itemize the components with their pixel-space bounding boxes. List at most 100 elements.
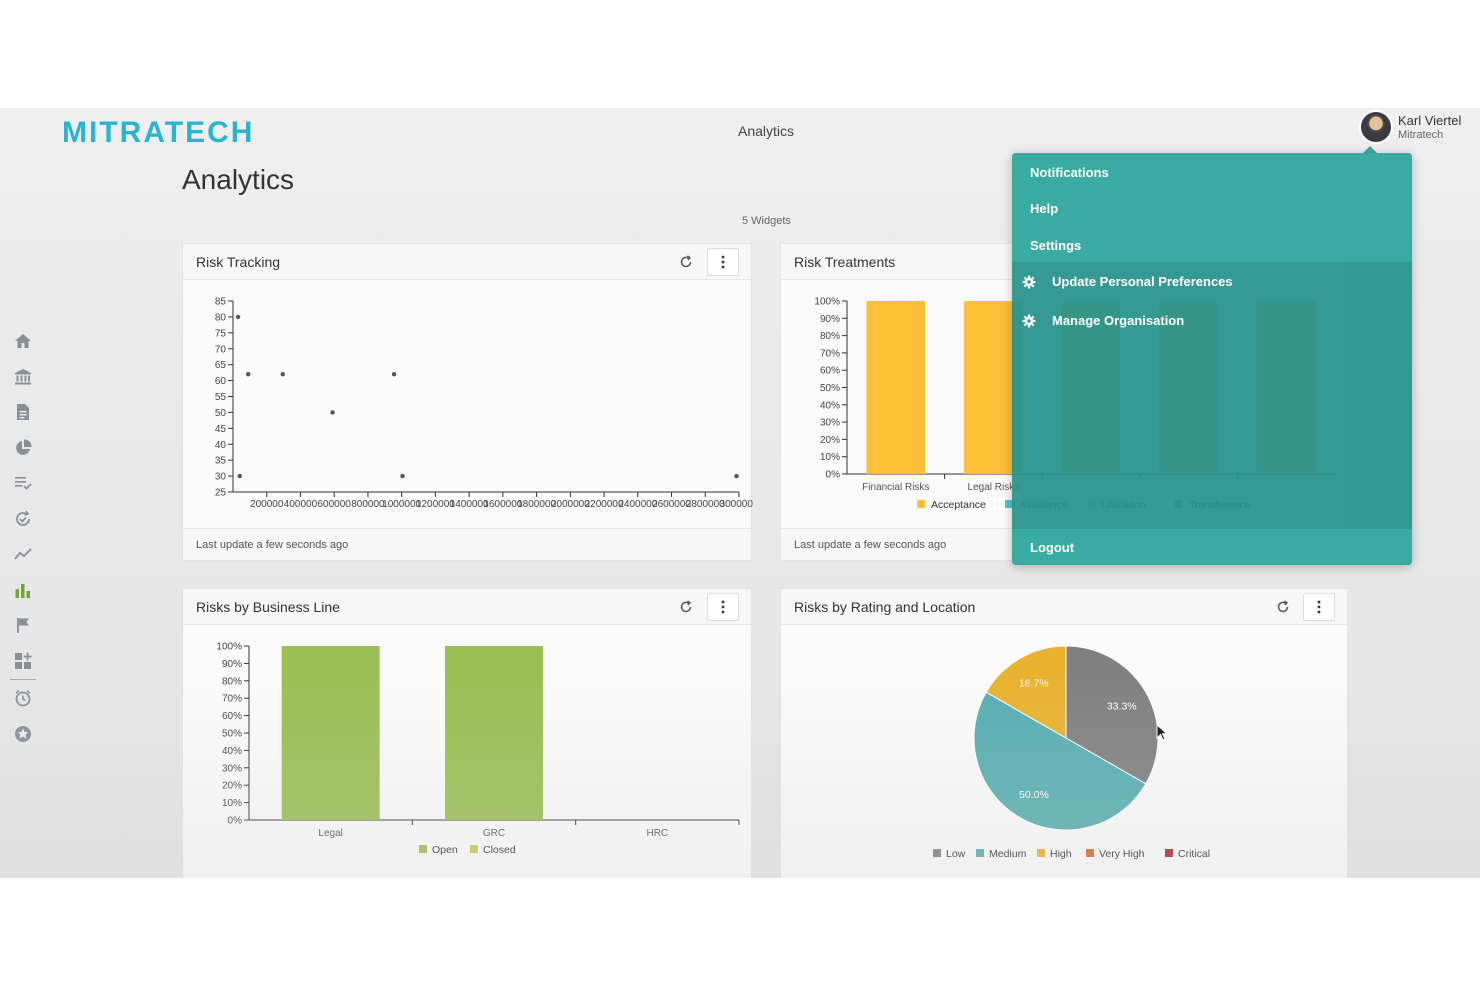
widget-footer: Last update a few seconds ago: [183, 528, 751, 560]
y-tick-label: 0%: [826, 470, 841, 481]
kebab-icon: [721, 600, 725, 614]
scatter-point: [734, 473, 739, 479]
widget-menu-button[interactable]: [707, 248, 739, 276]
legend-swatch: [1037, 849, 1045, 857]
widget-title: Risk Treatments: [794, 254, 896, 270]
y-tick-label: 80%: [820, 331, 840, 342]
bar: [445, 646, 543, 820]
legend-label: Medium: [989, 848, 1027, 860]
y-tick-label: 0%: [228, 816, 243, 827]
refresh-icon[interactable]: [679, 600, 693, 614]
mitratech-logo[interactable]: MITRATECH: [62, 116, 255, 149]
bar-chart-icon[interactable]: [10, 577, 36, 603]
kebab-icon: [721, 255, 725, 269]
legend-label: Open: [432, 844, 458, 856]
header-title: Analytics: [738, 123, 795, 139]
page-title: Analytics: [182, 164, 295, 195]
pie-slice: [985, 645, 1067, 739]
widget-risk-tracking: Risk Tracking 85 80 75 70 65 60 55 50 45 40 35 30 25…: [182, 243, 753, 561]
y-tick-label: 30: [215, 472, 227, 483]
x-tick-label: 200000: [250, 499, 284, 510]
widget-count: 5 Widgets: [742, 215, 791, 227]
user-org: Mitratech: [1398, 129, 1444, 141]
x-tick-label: 1200000: [416, 499, 455, 510]
home-icon[interactable]: [10, 328, 36, 354]
x-tick-label: 1400000: [450, 499, 489, 510]
menu-item-manage-organisation[interactable]: Manage Organisation: [1022, 313, 1184, 328]
dashboard-add-icon[interactable]: [10, 648, 36, 674]
star-badge-icon[interactable]: [10, 721, 36, 747]
widget-menu-button[interactable]: [1303, 593, 1335, 621]
checklist-icon[interactable]: [10, 470, 36, 496]
scatter-point: [245, 372, 251, 377]
x-tick-label: 2400000: [618, 499, 657, 510]
refresh-icon[interactable]: [1276, 600, 1290, 614]
trend-line-icon[interactable]: [10, 541, 36, 567]
user-menu-trigger[interactable]: Karl Viertel Mitratech: [1357, 108, 1480, 148]
bar: [281, 646, 380, 820]
y-tick-label: 85: [215, 297, 227, 308]
last-update-text: Last update a few seconds ago: [794, 539, 947, 551]
y-tick-label: 100%: [814, 297, 840, 308]
legend-swatch: [419, 845, 427, 853]
y-tick-label: 35: [215, 456, 227, 467]
pie-slice-label: 33.3%: [1107, 701, 1137, 713]
y-tick-label: 70: [215, 344, 227, 355]
y-tick-label: 50: [215, 408, 227, 419]
y-tick-label: 55: [215, 392, 227, 403]
y-tick-label: 45: [215, 424, 227, 435]
menu-item-settings[interactable]: Settings: [1030, 238, 1082, 253]
scatter-point: [237, 473, 242, 479]
menu-item-help[interactable]: Help: [1030, 201, 1059, 216]
scatter-point: [391, 372, 397, 377]
x-tick-label: GRC: [483, 828, 505, 839]
legend-label: Low: [946, 848, 966, 860]
x-tick-label: HRC: [646, 828, 668, 839]
legend-label: Very High: [1099, 848, 1145, 860]
y-tick-label: 80: [215, 312, 227, 323]
y-tick-label: 75: [215, 328, 227, 339]
scatter-point: [235, 314, 241, 320]
scatter-point: [400, 473, 405, 479]
x-tick-label: 3000000: [720, 499, 753, 510]
legend-label: Closed: [483, 844, 516, 856]
x-tick-label: 800000: [351, 499, 385, 510]
y-tick-label: 20%: [222, 781, 242, 792]
menu-item-logout[interactable]: Logout: [1012, 529, 1412, 565]
y-tick-label: 100%: [216, 642, 242, 653]
gear-icon: [1022, 275, 1036, 288]
avatar[interactable]: [1359, 110, 1393, 144]
y-tick-label: 60%: [820, 366, 840, 377]
pie-slice-label: 16.7%: [1019, 677, 1049, 689]
kebab-icon: [1317, 600, 1321, 614]
pie-chart-icon[interactable]: [10, 435, 36, 461]
sync-check-icon[interactable]: [10, 506, 36, 532]
bank-icon[interactable]: [10, 364, 36, 390]
document-icon[interactable]: [10, 399, 36, 425]
dropdown-caret: [1362, 146, 1378, 154]
refresh-icon[interactable]: [679, 255, 693, 269]
x-tick-label: 2200000: [585, 499, 624, 510]
y-tick-label: 40%: [820, 400, 840, 411]
risk-tracking-scatter-chart: 85 80 75 70 65 60 55 50 45 40 35 30 25 200000 400000 60…: [215, 297, 753, 511]
user-name: Karl Viertel: [1398, 113, 1462, 128]
x-tick-label: 1600000: [483, 499, 522, 510]
widget-header: Risk Tracking: [183, 244, 751, 280]
legend-swatch: [917, 500, 925, 508]
y-tick-label: 30%: [820, 418, 840, 429]
last-update-text: Last update a few seconds ago: [196, 539, 349, 551]
alarm-icon[interactable]: [10, 685, 36, 711]
y-tick-label: 65: [215, 360, 227, 371]
app-shell: MITRATECH Analytics Karl Viertel Mitrate…: [0, 108, 1480, 878]
gear-icon: [1022, 314, 1036, 327]
widget-menu-button[interactable]: [707, 593, 739, 621]
legend-label: Acceptance: [931, 499, 986, 511]
mouse-cursor-icon: [1156, 724, 1168, 741]
flag-icon[interactable]: [10, 612, 36, 638]
menu-item-notifications[interactable]: Notifications: [1030, 165, 1109, 180]
widget-risks-by-business-line: Risks by Business Line 100% 90% 80% 70% 60% 5…: [182, 588, 752, 878]
legend-label: Critical: [1178, 848, 1210, 860]
widget-title: Risks by Rating and Location: [794, 599, 976, 615]
user-dropdown-menu: Notifications Help Settings Update Perso…: [1012, 153, 1412, 565]
menu-item-update-personal-preferences[interactable]: Update Personal Preferences: [1022, 274, 1233, 289]
